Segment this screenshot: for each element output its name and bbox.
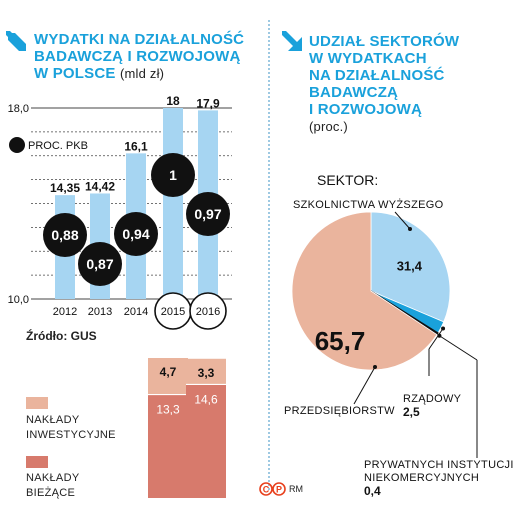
- left-title-line3-wrap: W POLSCE (mld zł): [34, 65, 244, 82]
- gdp-share-label: 0,88: [51, 227, 78, 243]
- legend-label-current: NAKŁADY BIEŻĄCE: [26, 471, 79, 501]
- gdp-share-label: 0,97: [194, 206, 221, 222]
- right-chart-title: UDZIAŁ SEKTORÓW W WYDATKACH NA DZIAŁALNO…: [309, 33, 459, 135]
- pie-value-label: 31,4: [397, 259, 423, 274]
- bar-value-label: 14,35: [50, 181, 80, 195]
- right-title-line3: NA DZIAŁALNOŚĆ: [309, 67, 445, 84]
- bar-value-label: 17,9: [196, 96, 220, 110]
- right-title-line1: UDZIAŁ SEKTORÓW: [309, 33, 460, 50]
- x-tick-label: 2016: [196, 306, 220, 318]
- legend-current-line2: BIEŻĄCE: [26, 487, 76, 499]
- pie-slice-name: RZĄDOWY: [403, 393, 462, 405]
- x-tick-label: 2014: [124, 306, 148, 318]
- leader-line: [353, 366, 376, 405]
- bar-value-label: 16,1: [124, 139, 148, 153]
- leader-dot: [441, 326, 446, 331]
- stacked-value-label: 3,3: [198, 366, 215, 380]
- pie-slice-name: PRYWATNYCH INSTYTUCJI: [364, 459, 514, 471]
- x-tick-label: 2015: [161, 306, 185, 318]
- left-chart-title: WYDATKI NA DZIAŁALNOŚĆ BADAWCZĄ I ROZWOJ…: [34, 31, 244, 82]
- stacked-value-label: 14,6: [194, 392, 218, 406]
- leader-dot: [437, 333, 442, 338]
- left-title-unit: (mld zł): [119, 66, 165, 81]
- source-note: Źródło: GUS: [26, 329, 97, 343]
- pie-chart: 31,4 65,7 SZKOLNICTWA WYŻSZEGO PRZEDSIĘBIOR…: [284, 198, 514, 498]
- legend-swatch-current: [26, 456, 48, 468]
- gdp-legend-label: PROC. PKB: [28, 140, 88, 152]
- copyright-icon: C P: [259, 482, 286, 496]
- gdp-share-circle: [43, 213, 87, 257]
- legend-investment-line2: INWESTYCYJNE: [26, 429, 116, 441]
- legend-investment-line1: NAKŁADY: [26, 414, 80, 426]
- x-tick-label: 2012: [53, 306, 77, 318]
- bar: [163, 108, 183, 299]
- legend-label-investment: NAKŁADY INWESTYCYJNE: [26, 413, 116, 443]
- gdp-share-label: 0,87: [86, 256, 113, 272]
- leader-line: [394, 211, 411, 230]
- pie-value-label: 0,4: [364, 484, 381, 498]
- leader-dot: [373, 365, 377, 369]
- right-title-line4: BADAWCZĄ: [309, 84, 399, 101]
- leader-dot: [408, 227, 412, 231]
- credit-text: RM: [289, 484, 303, 494]
- pie-slice: [370, 211, 451, 323]
- legend-current-line1: NAKŁADY: [26, 472, 80, 484]
- stacked-bar-chart: 4,7 13,3 3,3 14,6: [148, 358, 226, 498]
- stacked-value-label: 13,3: [156, 403, 180, 417]
- pie-value-label: 2,5: [403, 405, 420, 419]
- left-title-line1: WYDATKI NA DZIAŁALNOŚĆ: [34, 31, 245, 48]
- legend-swatch-investment: [26, 397, 48, 409]
- right-title-line2: W WYDATKACH: [309, 50, 427, 67]
- left-title-line3: W POLSCE: [34, 65, 116, 82]
- x-tick-label: 2013: [88, 306, 112, 318]
- leader-line: [428, 328, 444, 350]
- pie-slice-name: SZKOLNICTWA WYŻSZEGO: [293, 198, 444, 211]
- sector-label: SEKTOR:: [317, 172, 379, 188]
- arrow-icon: [6, 31, 26, 51]
- stacked-bar-investment: [186, 358, 226, 385]
- gdp-legend-dot: [9, 137, 25, 153]
- bar-chart: 18,0 10,0 PROC. PKB 14,35 0,88 2012 14,42 0,87 2…: [8, 94, 232, 330]
- stacked-bar-investment: [148, 358, 188, 395]
- leader-line: [439, 335, 478, 361]
- gdp-share-label: 1: [169, 167, 177, 183]
- right-title-line5: I ROZWOJOWĄ: [309, 101, 423, 118]
- svg-text:P: P: [276, 485, 282, 495]
- pie-slice-name: NIEKOMERCYJNYCH: [364, 472, 479, 484]
- arrow-icon: [282, 31, 302, 51]
- bar-value-label: 14,42: [85, 179, 115, 193]
- left-title-line2: BADAWCZĄ I ROZWOJOWĄ: [34, 48, 241, 65]
- gdp-share-label: 0,94: [122, 226, 149, 242]
- bar-value-label: 18: [166, 94, 180, 108]
- divider: [268, 20, 270, 490]
- credit: C P RM: [259, 482, 303, 496]
- pie-slice-name: PRZEDSIĘBIORSTW: [284, 405, 395, 417]
- y-tick-label: 10,0: [8, 294, 29, 306]
- stacked-value-label: 4,7: [160, 365, 177, 379]
- y-tick-label: 18,0: [8, 103, 29, 115]
- gdp-share-circle: [78, 242, 122, 286]
- pie-slice: [291, 211, 438, 371]
- svg-text:C: C: [263, 485, 270, 495]
- pie-value-label: 65,7: [315, 326, 366, 356]
- right-title-unit: (proc.): [309, 119, 348, 134]
- stacked-bar-current: [148, 394, 188, 498]
- gdp-share-circle: [114, 212, 158, 256]
- stacked-bar-current: [186, 384, 226, 498]
- year-highlight-circle: [189, 292, 227, 330]
- gdp-share-circle: [186, 192, 230, 236]
- gdp-share-circle: [151, 153, 195, 197]
